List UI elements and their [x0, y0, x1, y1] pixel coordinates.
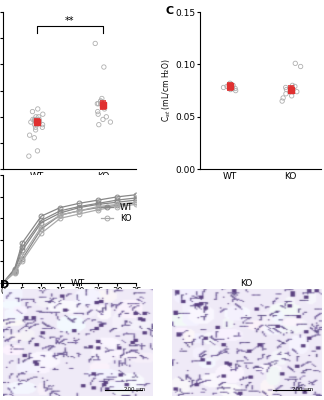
- Point: [228, 81, 234, 88]
- Point: [292, 83, 297, 90]
- Point: [108, 119, 113, 125]
- X-axis label: Pressure (cmH₂O): Pressure (cmH₂O): [32, 298, 107, 308]
- Point: [95, 108, 100, 115]
- Point: [40, 124, 45, 130]
- Point: [230, 85, 235, 92]
- Point: [228, 86, 233, 93]
- Point: [280, 98, 285, 104]
- Point: [96, 111, 101, 117]
- Point: [26, 153, 31, 159]
- Point: [34, 122, 39, 128]
- Point: [227, 82, 232, 88]
- Y-axis label: C$_{st}$ (mL/cm H₂O): C$_{st}$ (mL/cm H₂O): [160, 59, 173, 122]
- Point: [290, 82, 295, 88]
- Point: [101, 103, 106, 110]
- Title: WT: WT: [71, 279, 85, 288]
- Point: [37, 119, 42, 125]
- Point: [283, 84, 288, 91]
- Point: [221, 84, 226, 91]
- Point: [101, 64, 107, 70]
- Point: [32, 134, 37, 141]
- Point: [227, 84, 233, 91]
- Point: [96, 122, 101, 128]
- Point: [30, 108, 35, 115]
- Text: D: D: [0, 280, 9, 290]
- Point: [33, 116, 38, 123]
- Point: [96, 100, 101, 107]
- Point: [37, 116, 42, 123]
- Point: [281, 95, 286, 101]
- Point: [33, 114, 39, 120]
- Point: [33, 127, 38, 133]
- Text: **: **: [65, 16, 75, 26]
- Point: [95, 100, 100, 107]
- Point: [99, 95, 104, 102]
- Point: [293, 60, 298, 66]
- Point: [298, 63, 303, 70]
- Point: [33, 124, 38, 130]
- Point: [32, 116, 37, 123]
- Point: [40, 122, 45, 128]
- Point: [100, 116, 106, 123]
- Point: [233, 85, 238, 92]
- Point: [98, 98, 103, 104]
- Point: [233, 88, 238, 94]
- Point: [98, 100, 103, 107]
- Point: [288, 88, 294, 94]
- Point: [35, 148, 40, 154]
- Point: [36, 114, 41, 120]
- Point: [40, 111, 45, 117]
- Point: [32, 118, 37, 124]
- Point: [30, 116, 35, 123]
- Legend: WT, KO: WT, KO: [99, 201, 135, 225]
- Point: [294, 88, 299, 95]
- Point: [230, 82, 236, 88]
- Text: C: C: [166, 6, 174, 16]
- Point: [93, 40, 98, 47]
- Text: 200 μm: 200 μm: [124, 387, 145, 392]
- Point: [289, 93, 294, 99]
- Title: KO: KO: [240, 279, 252, 288]
- Point: [27, 132, 32, 138]
- Point: [32, 122, 37, 128]
- Point: [225, 83, 230, 90]
- Point: [98, 98, 103, 104]
- Point: [229, 83, 235, 90]
- Point: [101, 103, 106, 110]
- Point: [284, 90, 289, 97]
- Point: [36, 119, 41, 125]
- Point: [102, 106, 107, 112]
- Text: 200 μm: 200 μm: [292, 387, 313, 392]
- Point: [284, 86, 289, 93]
- Point: [227, 80, 233, 86]
- Point: [289, 85, 294, 92]
- Point: [104, 114, 109, 120]
- Point: [35, 106, 40, 112]
- Point: [28, 119, 33, 125]
